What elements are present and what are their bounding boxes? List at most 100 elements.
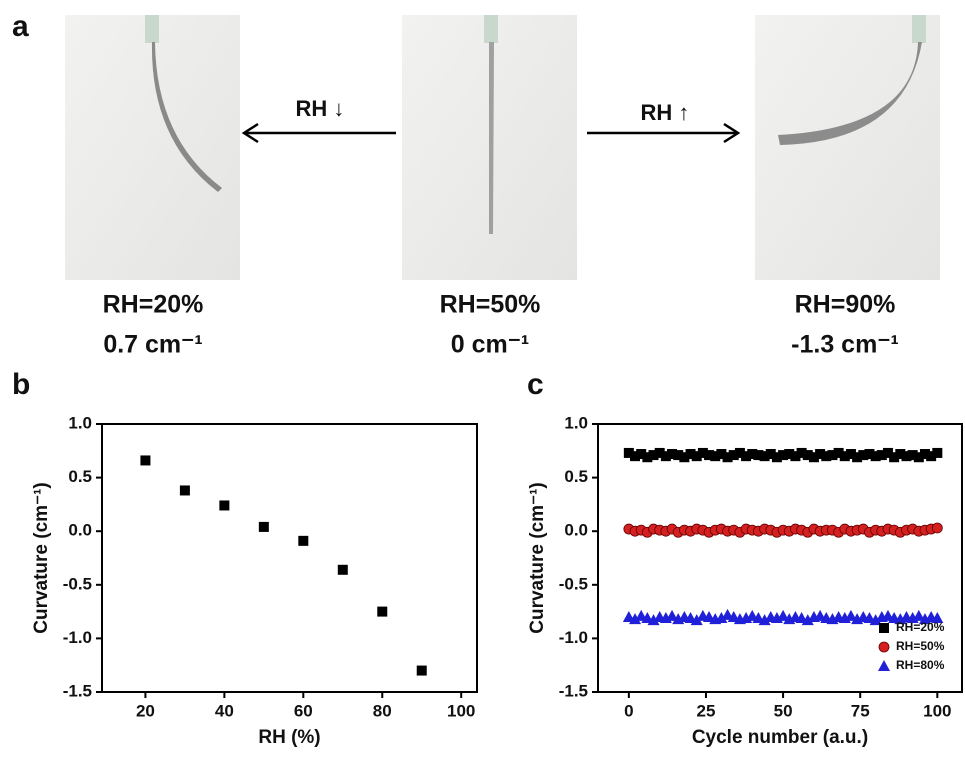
marker — [377, 606, 388, 617]
marker — [642, 452, 653, 463]
y-axis-title: Curvature (cm⁻¹) — [31, 482, 52, 634]
x-tick-label: 100 — [923, 701, 951, 720]
marker — [758, 614, 771, 626]
y-tick-label: -0.5 — [63, 574, 92, 593]
marker — [931, 522, 943, 534]
marker — [753, 450, 764, 461]
arrow-label: RH ↑ — [641, 100, 690, 125]
marker — [919, 449, 930, 460]
x-tick-label: 60 — [294, 701, 313, 720]
photo-label: 0.7 cm⁻¹ — [103, 331, 202, 359]
panel-letter: b — [12, 368, 30, 401]
marker — [895, 449, 906, 460]
marker — [815, 449, 826, 460]
marker — [298, 535, 309, 546]
marker — [932, 447, 943, 458]
photo — [402, 15, 577, 280]
marker — [876, 450, 887, 461]
marker — [648, 450, 659, 461]
marker — [801, 614, 814, 626]
marker — [864, 449, 875, 460]
marker — [715, 612, 728, 624]
marker — [741, 451, 752, 462]
marker — [926, 451, 937, 462]
marker — [827, 450, 838, 461]
marker — [623, 447, 634, 458]
marker — [647, 614, 660, 626]
photo-label: RH=20% — [103, 291, 204, 319]
marker — [796, 447, 807, 458]
marker — [869, 614, 882, 626]
photo-label: -1.3 cm⁻¹ — [791, 331, 899, 359]
legend-label: RH=80% — [896, 658, 945, 672]
marker — [913, 452, 924, 463]
marker — [710, 451, 721, 462]
y-tick-label: -1.5 — [559, 681, 588, 700]
x-tick-label: 50 — [774, 701, 793, 720]
legend-label: RH=50% — [896, 639, 945, 653]
marker — [258, 521, 269, 532]
marker — [901, 451, 912, 462]
marker — [716, 449, 727, 460]
x-tick-label: 25 — [697, 701, 716, 720]
photo-label: 0 cm⁻¹ — [451, 331, 530, 359]
x-tick-label: 0 — [624, 701, 633, 720]
marker — [833, 447, 844, 458]
arrow-label: RH ↓ — [296, 96, 345, 121]
marker — [778, 450, 789, 461]
legend-label: RH=20% — [896, 620, 945, 634]
marker — [931, 612, 944, 624]
panel-letter: c — [527, 368, 544, 401]
marker — [667, 449, 678, 460]
marker — [691, 451, 702, 462]
legend-marker — [878, 641, 890, 653]
y-tick-label: -1.5 — [63, 681, 92, 700]
photo-label: RH=90% — [795, 291, 896, 319]
marker — [685, 449, 696, 460]
marker — [697, 447, 708, 458]
marker — [660, 451, 671, 462]
x-tick-label: 80 — [373, 701, 392, 720]
marker — [704, 450, 715, 461]
y-tick-label: 0.0 — [564, 521, 588, 540]
marker — [765, 449, 776, 460]
arrow — [241, 122, 741, 144]
marker — [777, 609, 790, 621]
marker — [912, 609, 925, 621]
marker — [679, 452, 690, 463]
marker — [666, 609, 679, 621]
x-axis-title: RH (%) — [258, 727, 320, 748]
marker — [870, 451, 881, 462]
panel-letter: a — [12, 10, 29, 43]
axes-frame — [101, 423, 478, 693]
marker — [845, 449, 856, 460]
marker — [802, 450, 813, 461]
y-axis-title: Curvature (cm⁻¹) — [527, 482, 548, 634]
x-tick-label: 20 — [136, 701, 155, 720]
y-tick-label: 1.0 — [564, 413, 588, 432]
marker — [784, 449, 795, 460]
x-tick-label: 75 — [851, 701, 870, 720]
y-tick-label: -1.0 — [63, 628, 92, 647]
photo — [755, 15, 940, 280]
marker — [673, 450, 684, 461]
photo — [65, 15, 240, 280]
legend-marker — [879, 623, 889, 633]
marker — [337, 564, 348, 575]
marker — [747, 449, 758, 460]
marker — [771, 452, 782, 463]
marker — [722, 452, 733, 463]
y-tick-label: 0.5 — [564, 467, 588, 486]
y-tick-label: 0.0 — [68, 521, 92, 540]
marker — [907, 450, 918, 461]
marker — [839, 451, 850, 462]
marker — [690, 614, 703, 626]
y-tick-label: 0.5 — [68, 467, 92, 486]
y-tick-label: 1.0 — [68, 413, 92, 432]
y-tick-label: -0.5 — [559, 574, 588, 593]
marker — [844, 609, 857, 621]
x-tick-label: 40 — [215, 701, 234, 720]
marker — [630, 451, 641, 462]
marker — [219, 500, 230, 511]
marker — [821, 451, 832, 462]
